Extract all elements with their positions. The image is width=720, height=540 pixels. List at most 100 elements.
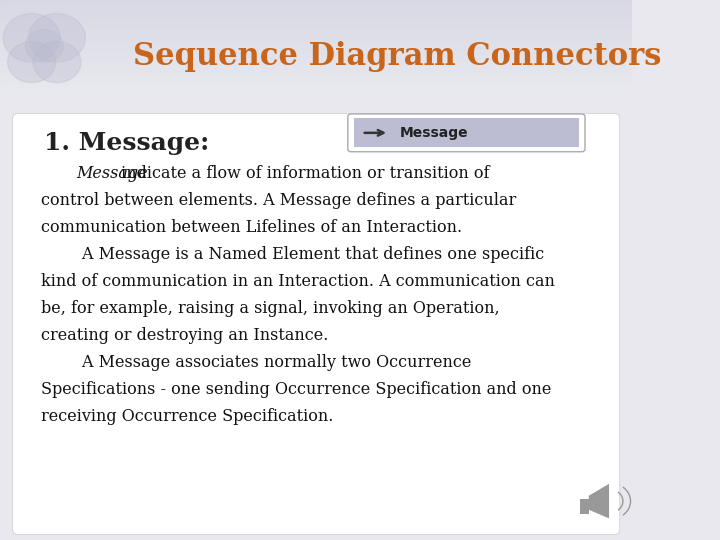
Bar [0, 81, 632, 82]
Bar [0, 59, 632, 60]
Bar [0, 55, 632, 56]
Bar [0, 26, 632, 28]
Bar [0, 5, 632, 6]
Text: Sequence Diagram Connectors: Sequence Diagram Connectors [132, 41, 661, 72]
Bar [0, 15, 632, 16]
Bar [0, 45, 632, 46]
FancyBboxPatch shape [354, 118, 579, 147]
Bar [0, 29, 632, 30]
Bar [0, 83, 632, 84]
Text: communication between Lifelines of an Interaction.: communication between Lifelines of an In… [41, 219, 462, 235]
Bar [0, 89, 632, 90]
Bar [0, 10, 632, 11]
Bar [0, 8, 632, 9]
Bar [0, 80, 632, 81]
Text: creating or destroying an Instance.: creating or destroying an Instance. [41, 327, 328, 343]
Bar [0, 46, 632, 47]
Bar [0, 42, 632, 43]
Bar [0, 9, 632, 10]
Circle shape [3, 14, 60, 62]
Bar [0, 11, 632, 12]
Bar [0, 48, 632, 49]
Bar [0, 75, 632, 76]
Bar [0, 58, 632, 59]
Bar [0, 22, 632, 23]
Bar [0, 3, 632, 4]
Bar [0, 12, 632, 13]
Bar [0, 2, 632, 3]
Circle shape [8, 42, 55, 83]
Bar [0, 23, 632, 24]
Circle shape [33, 42, 81, 83]
FancyBboxPatch shape [580, 499, 589, 514]
Bar [0, 30, 632, 31]
Text: be, for example, raising a signal, invoking an Operation,: be, for example, raising a signal, invok… [41, 300, 500, 316]
Bar [0, 78, 632, 79]
Bar [0, 35, 632, 36]
Bar [0, 53, 632, 54]
Bar [0, 21, 632, 22]
Bar [0, 56, 632, 57]
Bar [0, 1, 632, 2]
Text: kind of communication in an Interaction. A communication can: kind of communication in an Interaction.… [41, 273, 555, 289]
Bar [0, 19, 632, 20]
Polygon shape [589, 484, 609, 518]
Bar [0, 72, 632, 73]
Bar [0, 88, 632, 89]
Bar [0, 76, 632, 77]
Bar [0, 73, 632, 75]
Bar [0, 60, 632, 62]
Bar [0, 63, 632, 64]
Bar [0, 17, 632, 18]
Bar [0, 47, 632, 48]
Bar [0, 71, 632, 72]
Text: 1. Message:: 1. Message: [44, 131, 210, 154]
Bar [0, 52, 632, 53]
Bar [0, 90, 632, 91]
Bar [0, 67, 632, 68]
Bar [0, 65, 632, 66]
Bar [0, 62, 632, 63]
Bar [0, 57, 632, 58]
FancyBboxPatch shape [13, 113, 620, 535]
Bar [0, 33, 632, 34]
Bar [0, 36, 632, 37]
Bar [0, 40, 632, 42]
Bar [0, 38, 632, 39]
Bar [0, 31, 632, 32]
Bar [0, 43, 632, 44]
Bar [0, 82, 632, 83]
Bar [0, 20, 632, 21]
Bar [0, 77, 632, 78]
Bar [0, 13, 632, 14]
Bar [0, 85, 632, 86]
FancyBboxPatch shape [348, 114, 585, 152]
Text: Specifications - one sending Occurrence Specification and one: Specifications - one sending Occurrence … [41, 381, 552, 397]
Bar [0, 51, 632, 52]
Bar [0, 86, 632, 87]
Bar [0, 14, 632, 15]
Text: A Message associates normally two Occurrence: A Message associates normally two Occurr… [41, 354, 472, 370]
Bar [0, 32, 632, 33]
Circle shape [25, 30, 63, 62]
Bar [0, 6, 632, 8]
Bar [0, 25, 632, 26]
Text: receiving Occurrence Specification.: receiving Occurrence Specification. [41, 408, 333, 424]
Bar [0, 28, 632, 29]
Bar [0, 70, 632, 71]
Bar [0, 64, 632, 65]
Text: control between elements. A Message defines a particular: control between elements. A Message defi… [41, 192, 516, 208]
Bar [0, 18, 632, 19]
Bar [0, 54, 632, 55]
Bar [0, 79, 632, 80]
Bar [0, 49, 632, 50]
Bar [0, 16, 632, 17]
Text: indicate a flow of information or transition of: indicate a flow of information or transi… [116, 165, 489, 181]
Bar [0, 34, 632, 35]
Circle shape [29, 14, 86, 62]
Bar [0, 39, 632, 40]
Bar [0, 44, 632, 45]
Bar [0, 37, 632, 38]
Bar [0, 0, 632, 1]
Bar [0, 50, 632, 51]
